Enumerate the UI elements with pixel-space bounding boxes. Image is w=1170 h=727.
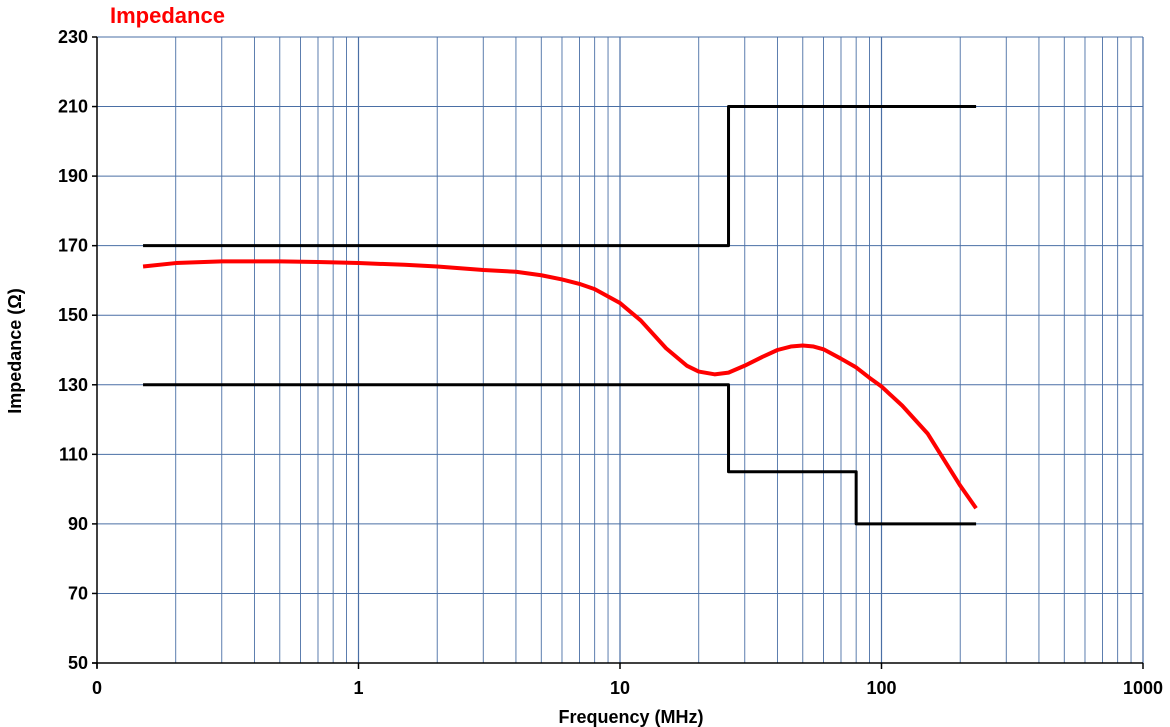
lower-limit-line: [143, 383, 977, 526]
x-tick-label: 1000: [1123, 678, 1163, 698]
y-tick-label: 130: [58, 375, 88, 395]
y-tick-label: 150: [58, 305, 88, 325]
y-tick-label: 50: [68, 653, 88, 673]
upper-limit-line: [143, 105, 977, 248]
y-tick-label: 70: [68, 583, 88, 603]
y-tick-label: 170: [58, 236, 88, 256]
x-tick-label: 100: [866, 678, 896, 698]
y-tick-label: 110: [59, 444, 88, 464]
x-tick-label: 0: [92, 678, 102, 698]
y-tick-label: 230: [58, 27, 88, 47]
chart-title: Impedance: [110, 3, 225, 28]
measured-impedance-line: [142, 259, 978, 510]
series-layer: [142, 105, 978, 526]
x-tick-label: 1: [353, 678, 363, 698]
gridlines: [97, 36, 1144, 664]
y-axis-title: Impedance (Ω): [5, 288, 25, 413]
y-tick-label: 190: [58, 166, 88, 186]
y-tick-label: 210: [58, 97, 88, 117]
x-axis-title: Frequency (MHz): [558, 707, 703, 727]
y-tick-label: 90: [68, 514, 88, 534]
x-tick-label: 10: [610, 678, 630, 698]
